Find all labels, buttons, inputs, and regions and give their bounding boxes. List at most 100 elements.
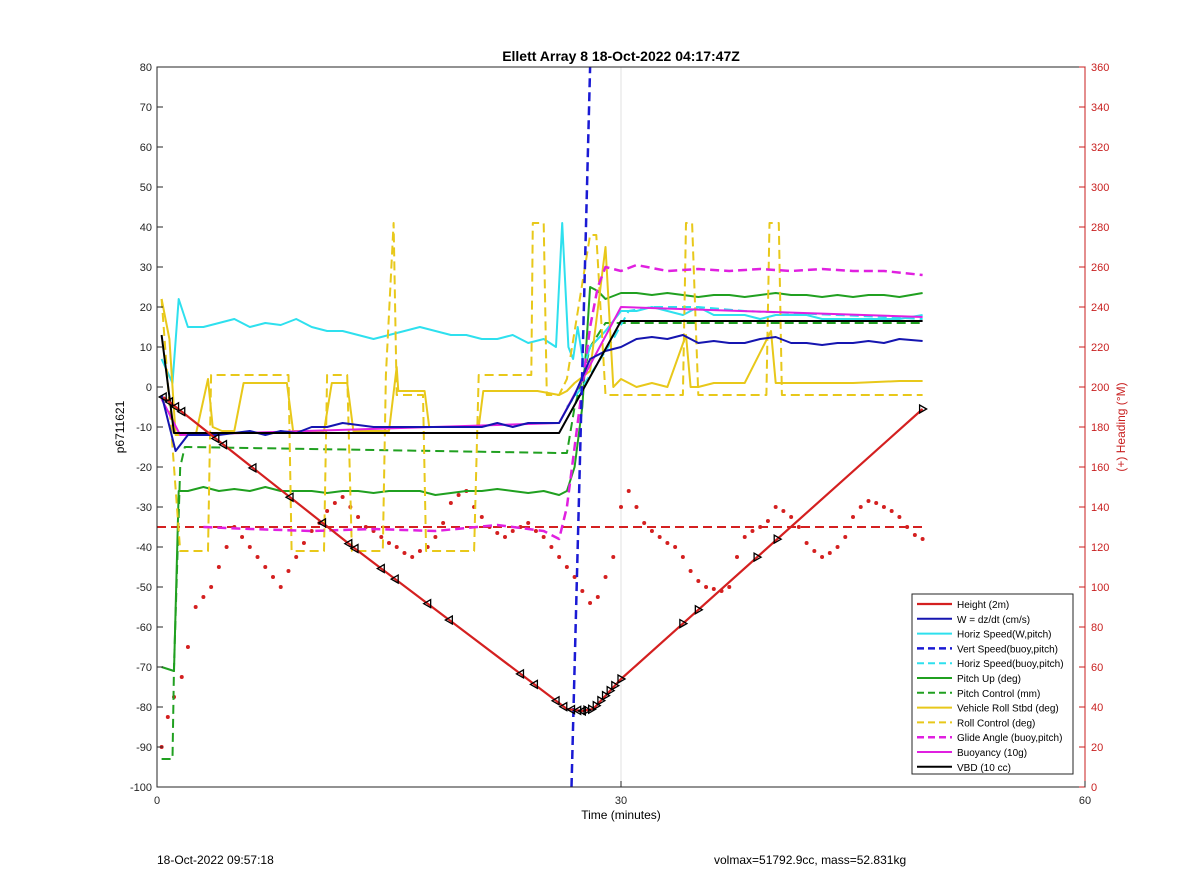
heading-point — [742, 535, 747, 539]
y-tick-label-1: -90 — [136, 742, 152, 754]
heading-point — [179, 675, 184, 679]
height-marker — [558, 701, 568, 712]
legend-label-8: Roll Control (deg) — [957, 718, 1035, 729]
heading-point — [680, 555, 685, 559]
height-marker — [164, 396, 174, 408]
series-line-11 — [160, 320, 923, 434]
series-layer — [157, 66, 928, 787]
heading-point — [332, 501, 337, 505]
y-tick-label-12: 20 — [140, 302, 152, 314]
height-marker — [515, 668, 525, 680]
height-marker — [157, 391, 167, 403]
heading-point — [247, 545, 252, 549]
heading-point — [595, 595, 600, 599]
heading-point — [533, 529, 538, 533]
heading-point — [580, 589, 585, 593]
heading-point — [835, 545, 840, 549]
heading-point — [564, 565, 569, 569]
heading-point — [294, 555, 299, 559]
heading-point — [387, 541, 391, 545]
x-tick-label-0: 0 — [154, 795, 160, 807]
heading-point — [634, 505, 639, 509]
legend-label-3: Vert Speed(buoy,pitch) — [957, 644, 1058, 655]
x-axis-label: Time (minutes) — [581, 808, 661, 822]
y2-tick-label-10: 200 — [1091, 382, 1109, 394]
heading-point — [889, 509, 894, 513]
height-marker — [247, 462, 257, 474]
heading-point — [657, 535, 662, 539]
y2-tick-label-0: 0 — [1091, 782, 1097, 794]
heading-point — [201, 595, 206, 599]
heading-point — [611, 555, 616, 559]
heading-point — [356, 515, 361, 519]
legend-label-1: W = dz/dt (cm/s) — [957, 615, 1030, 626]
heading-point — [394, 545, 399, 549]
heading-point — [688, 569, 693, 573]
height-marker — [694, 604, 704, 615]
height-marker — [597, 695, 607, 706]
height-marker — [210, 433, 220, 444]
height-marker — [577, 705, 586, 717]
heading-point — [255, 555, 260, 559]
heading-point — [263, 565, 268, 569]
height-marker — [550, 695, 560, 706]
y2-tick-label-3: 60 — [1091, 662, 1103, 674]
heading-point — [165, 715, 170, 719]
y2-tick-label-16: 320 — [1091, 142, 1109, 154]
heading-point — [750, 529, 755, 533]
heading-point — [796, 525, 801, 529]
height-marker — [375, 563, 385, 574]
series-line-7 — [160, 246, 923, 436]
y-tick-label-4: -60 — [136, 622, 152, 634]
y-tick-label-14: 40 — [140, 222, 152, 234]
heading-point — [765, 519, 770, 523]
heading-point — [649, 529, 654, 533]
heading-point — [727, 585, 732, 589]
heading-point — [781, 509, 786, 513]
heading-point — [920, 537, 925, 541]
height-marker — [918, 403, 928, 415]
height-marker — [679, 618, 689, 629]
y2-tick-label-1: 20 — [1091, 742, 1103, 754]
series-line-8 — [160, 222, 923, 552]
heading-point — [696, 579, 701, 583]
y-tick-label-6: -40 — [136, 542, 152, 554]
y-tick-label-9: -10 — [136, 422, 152, 434]
y-tick-label-15: 50 — [140, 182, 152, 194]
height-marker — [317, 517, 327, 529]
height-marker — [444, 614, 453, 626]
heading-point — [851, 515, 855, 519]
legend: Height (2m) W = dz/dt (cm/s) Horiz Speed(W… — [911, 593, 1074, 775]
heading-point — [325, 509, 330, 513]
y-tick-label-11: 10 — [140, 342, 152, 354]
heading-point — [193, 605, 198, 609]
height-marker — [349, 543, 359, 554]
legend-label-5: Pitch Up (deg) — [957, 674, 1021, 685]
heading-point — [301, 541, 306, 545]
y-tick-label-16: 60 — [140, 142, 152, 154]
heading-point — [843, 535, 848, 539]
heading-point — [448, 501, 453, 505]
y-tick-label-5: -50 — [136, 582, 152, 594]
series-group — [157, 66, 928, 787]
height-marker — [284, 492, 294, 503]
axes: -100-90-80-70-60-50-40-30-20-10010203040… — [130, 62, 1109, 807]
height-marker — [606, 685, 616, 696]
height-marker — [422, 598, 432, 609]
heading-point — [665, 541, 670, 545]
heading-point — [642, 521, 647, 525]
y2-tick-label-13: 260 — [1091, 262, 1109, 274]
heading-point — [773, 505, 778, 509]
height-marker — [218, 439, 228, 450]
heading-point — [216, 565, 221, 569]
heading-point — [185, 645, 190, 649]
y2-tick-label-14: 280 — [1091, 222, 1109, 234]
height-marker — [601, 690, 611, 701]
chart-title: Ellett Array 8 18-Oct-2022 04:17:47Z — [502, 48, 740, 64]
y-tick-label-13: 30 — [140, 262, 152, 274]
heading-point — [588, 601, 593, 605]
legend-box — [911, 593, 1074, 775]
y-axis-label: p6711621 — [113, 400, 127, 453]
heading-point — [912, 533, 917, 537]
